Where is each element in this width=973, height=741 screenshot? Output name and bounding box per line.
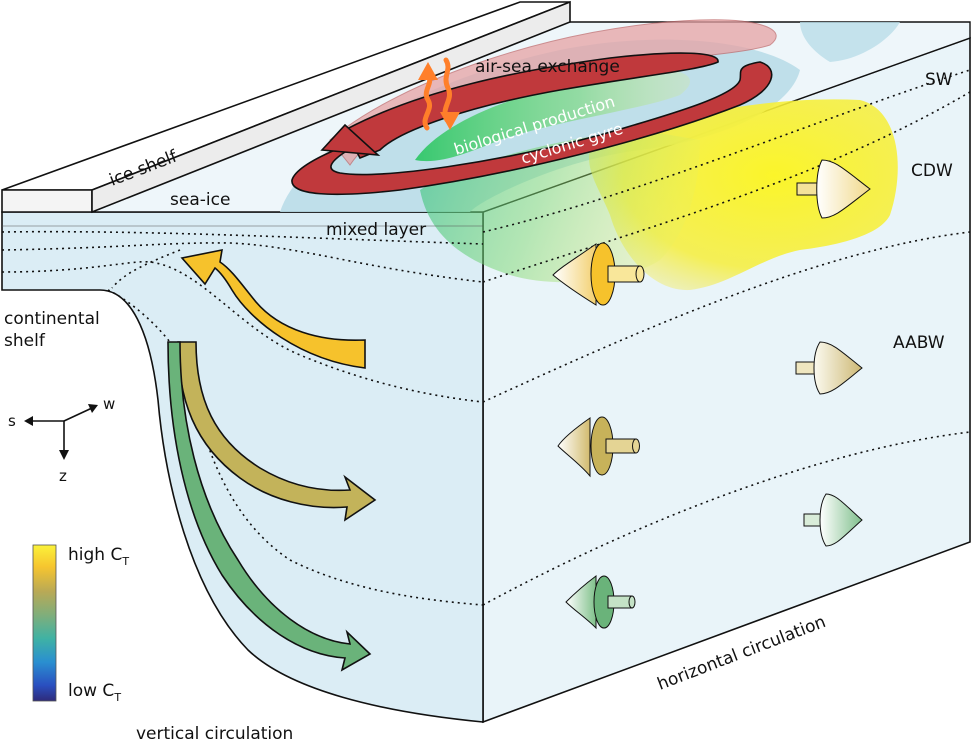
axis-s-label: s bbox=[8, 412, 16, 430]
air-sea-exchange-label: air-sea exchange bbox=[475, 57, 620, 77]
colorbar-high-label: high CT bbox=[68, 545, 129, 568]
colorbar-low-sub: T bbox=[113, 691, 121, 704]
gyre-arrowhead bbox=[320, 123, 381, 157]
warm-upwelling-arrow bbox=[180, 248, 366, 369]
vertical-circulation-label: vertical circulation bbox=[136, 724, 293, 741]
biological-production-band bbox=[415, 69, 690, 162]
gyre-upper-arm bbox=[343, 52, 719, 160]
water-mass-boundaries bbox=[1, 69, 971, 606]
cdw-label: CDW bbox=[911, 161, 953, 181]
mixed-layer-label: mixed layer bbox=[326, 220, 426, 240]
cold-spreading-arrow bbox=[167, 341, 372, 672]
mid-spreading-arrow bbox=[177, 341, 377, 522]
cone-marker bbox=[552, 242, 645, 306]
cone-marker bbox=[795, 341, 863, 395]
cone-marker bbox=[557, 416, 640, 478]
sw-label: SW bbox=[925, 70, 953, 90]
axis-w-label: w bbox=[103, 395, 115, 413]
continental-shelf-label-2: shelf bbox=[4, 331, 46, 351]
colorbar-high-sub: T bbox=[121, 555, 129, 568]
axis-compass bbox=[24, 404, 98, 460]
ice-shelf bbox=[1, 0, 571, 214]
aabw-label: AABW bbox=[893, 333, 945, 353]
sea-ice-patch-right bbox=[800, 22, 900, 62]
horizontal-circulation-markers bbox=[552, 159, 871, 630]
axis-z-label: z bbox=[59, 467, 67, 485]
cone-marker bbox=[565, 574, 636, 630]
colorbar bbox=[32, 544, 57, 702]
cone-marker bbox=[796, 159, 871, 219]
sea-ice-label: sea-ice bbox=[170, 190, 230, 210]
air-sea-exchange-icon bbox=[418, 57, 460, 131]
continental-shelf-label-1: continental bbox=[4, 309, 100, 329]
cone-marker bbox=[803, 493, 863, 547]
colorbar-low-label: low CT bbox=[68, 681, 121, 704]
vertical-circulation-arrows bbox=[167, 248, 377, 672]
